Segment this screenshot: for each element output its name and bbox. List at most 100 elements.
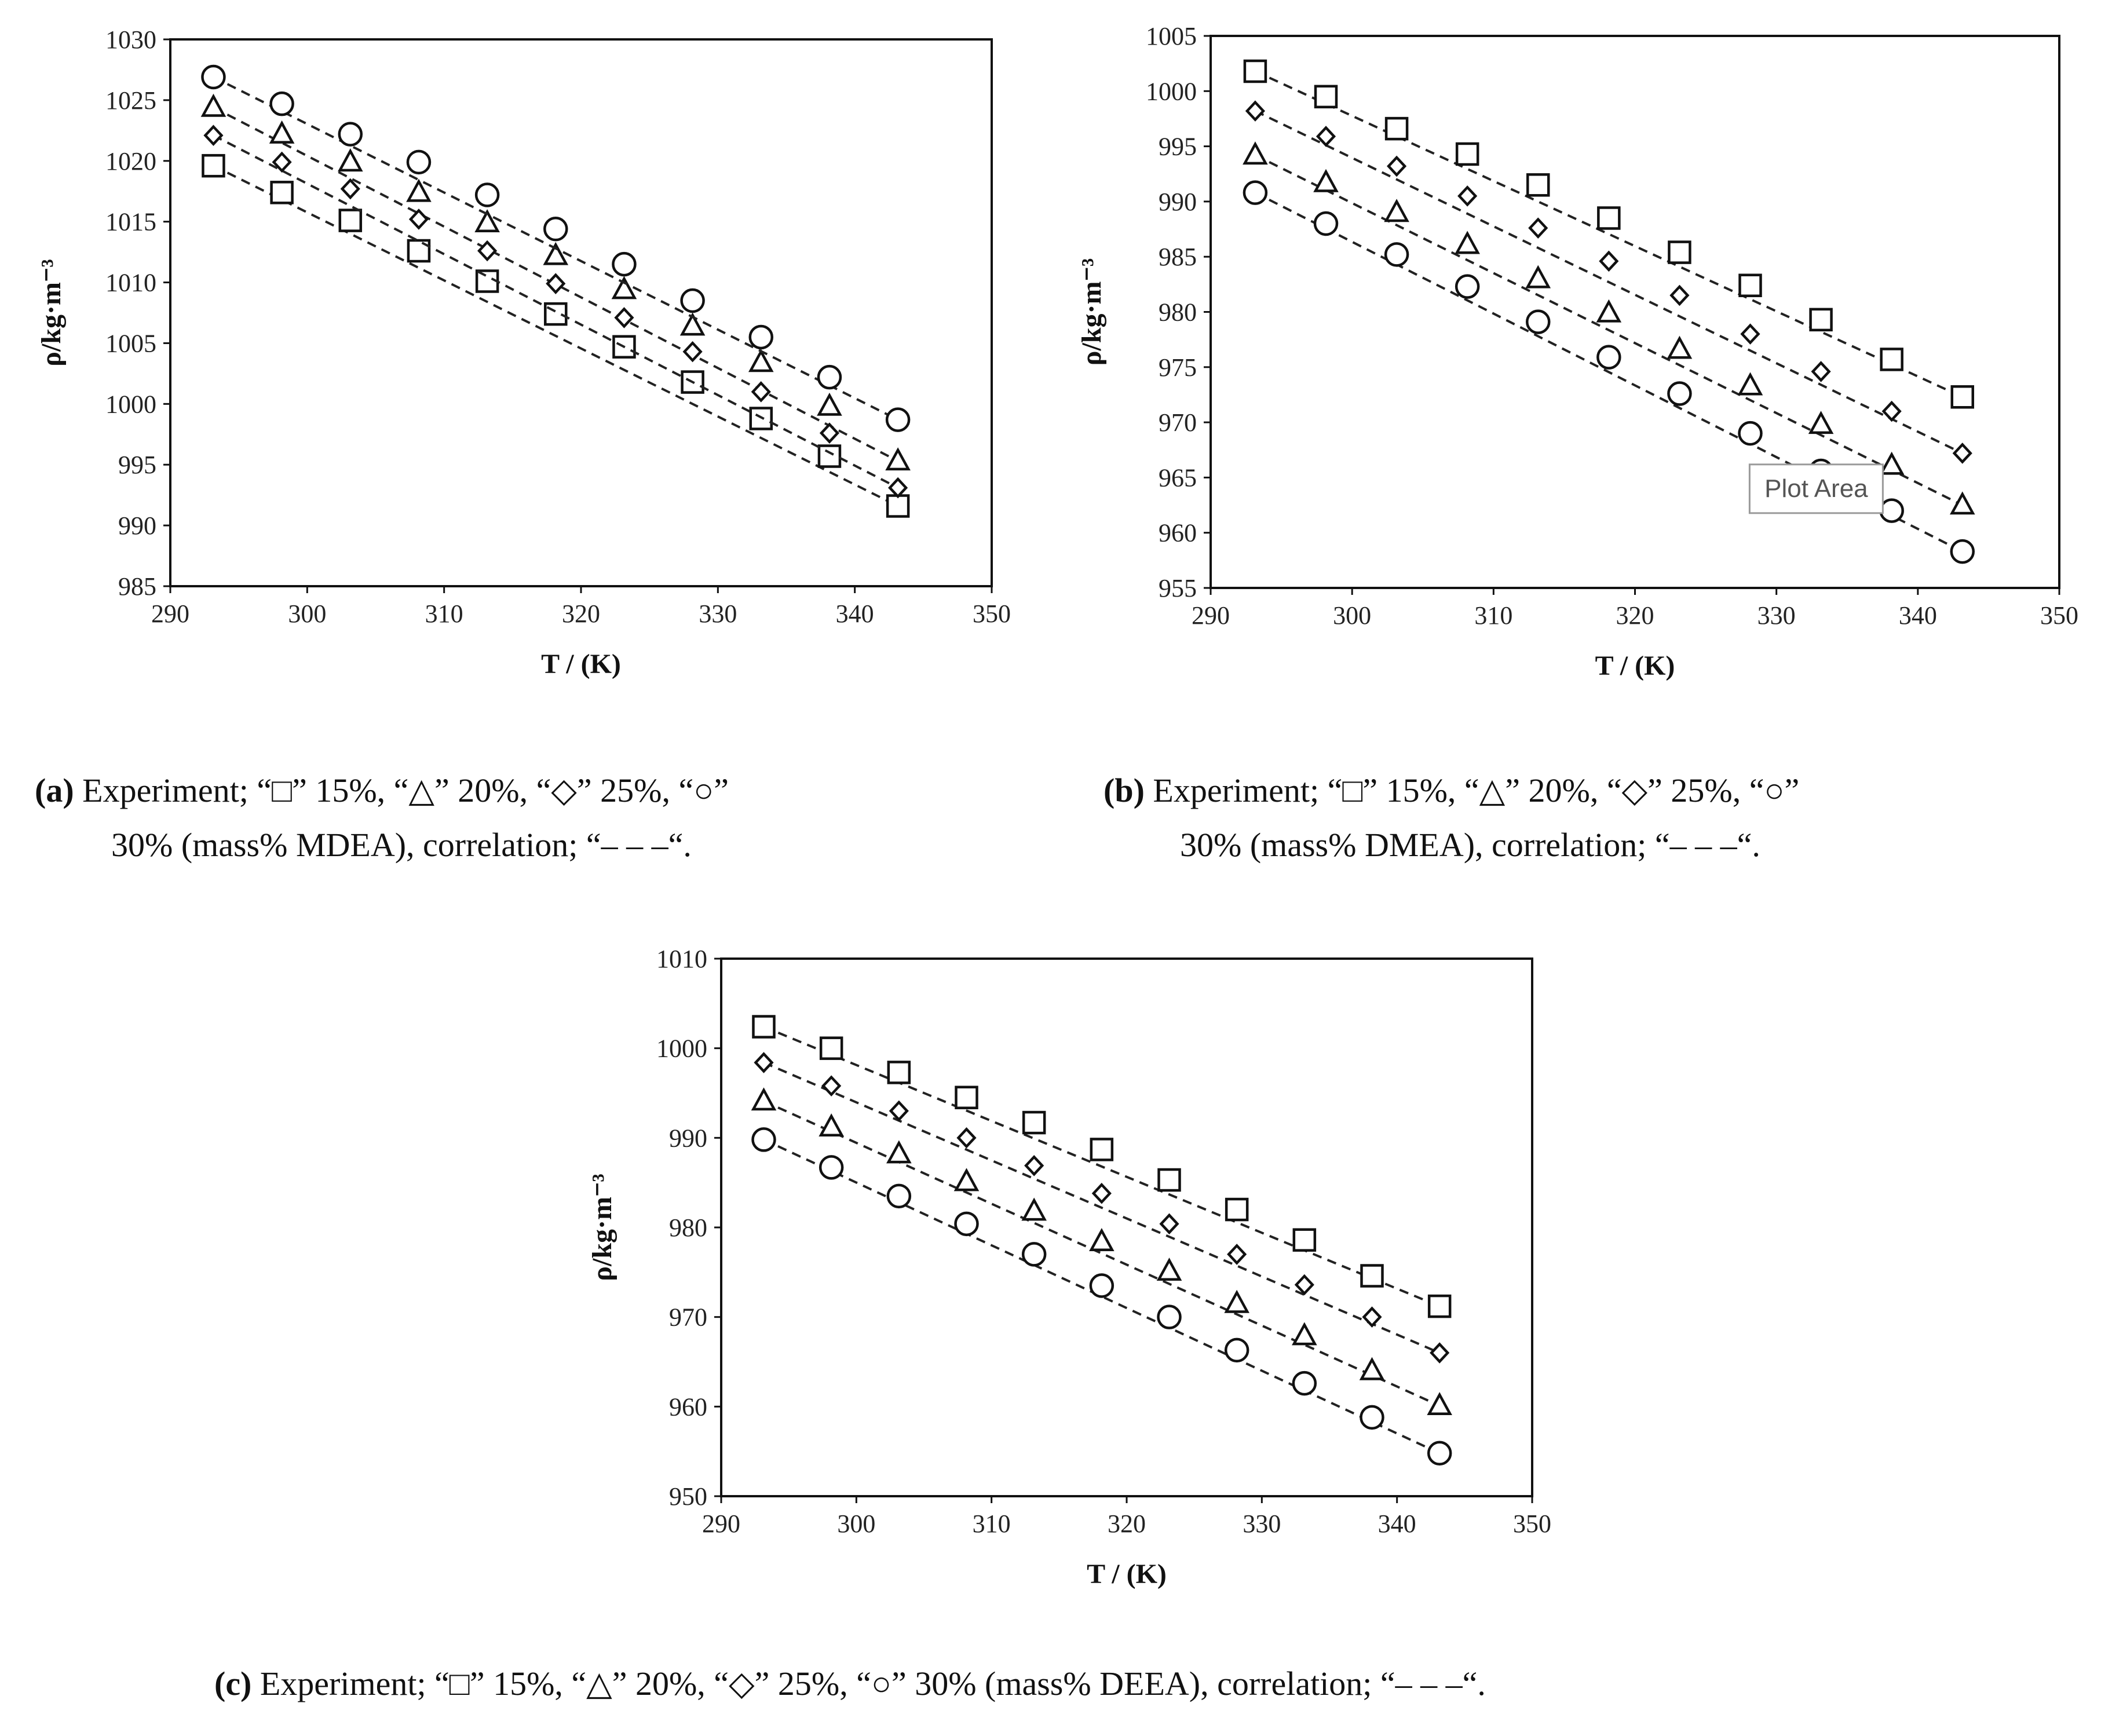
y-tick-label: 1005: [1146, 22, 1197, 50]
data-point-diamond: [1457, 185, 1478, 207]
data-point-triangle: [953, 1168, 980, 1192]
data-point-triangle: [200, 93, 226, 117]
data-point-triangle: [748, 349, 774, 372]
data-point-triangle: [474, 209, 500, 233]
data-point-square: [1738, 273, 1762, 298]
data-point-diamond: [1811, 361, 1831, 382]
data-point-diamond: [272, 151, 292, 173]
x-tick-label: 310: [973, 1510, 1011, 1538]
data-point-diamond: [1294, 1274, 1314, 1296]
correlation-line-20pct: [1255, 154, 1963, 506]
data-point-square: [338, 209, 363, 232]
data-point-circle: [1427, 1441, 1452, 1466]
y-tick-label: 960: [1159, 519, 1197, 547]
data-point-triangle: [1525, 265, 1551, 288]
data-point-triangle: [1156, 1258, 1182, 1281]
data-point-diamond: [1362, 1306, 1382, 1328]
data-point-square: [202, 154, 225, 178]
data-point-diamond: [1740, 323, 1760, 345]
data-point-circle: [954, 1211, 979, 1237]
data-point-circle: [474, 182, 500, 207]
data-point-square: [1360, 1264, 1384, 1288]
x-tick-label: 320: [562, 600, 600, 628]
y-axis-title: ρ/kg·m⁻³: [587, 1174, 617, 1281]
data-point-square: [1455, 142, 1479, 166]
x-tick-label: 300: [288, 600, 326, 628]
data-point-triangle: [1879, 451, 1905, 475]
data-point-triangle: [1808, 411, 1834, 434]
data-point-triangle: [269, 120, 295, 144]
data-point-square: [1950, 385, 1974, 409]
x-tick-label: 330: [1757, 601, 1796, 630]
data-point-circle: [1360, 1405, 1384, 1430]
x-tick-label: 320: [1108, 1510, 1146, 1538]
x-tick-label: 300: [837, 1510, 875, 1538]
data-point-circle: [1313, 211, 1339, 236]
data-point-diamond: [1245, 100, 1265, 122]
y-tick-label: 980: [669, 1214, 707, 1242]
data-point-square: [817, 444, 842, 468]
data-point-circle: [819, 1155, 844, 1180]
data-point-diamond: [1387, 155, 1407, 177]
data-point-triangle: [1949, 491, 1975, 515]
data-point-circle: [1596, 345, 1621, 370]
y-axis-title: ρ/kg·m⁻³: [36, 259, 67, 366]
caption-a: (a) Experiment; “□” 15%, “△” 20%, “◇” 25…: [35, 763, 729, 872]
x-tick-label: 320: [1616, 601, 1654, 630]
data-point-triangle: [1243, 141, 1268, 165]
caption-c-line1: Experiment; “□” 15%, “△” 20%, “◇” 25%, “…: [260, 1665, 1486, 1702]
data-point-diamond: [340, 178, 360, 200]
data-point-triangle: [1384, 199, 1409, 222]
caption-a-tag: (a): [35, 772, 74, 809]
data-point-diamond: [1024, 1154, 1044, 1176]
caption-b-line2: 30% (mass% DMEA), correlation; “‒ ‒ ‒“.: [1180, 826, 1760, 864]
y-tick-label: 960: [669, 1393, 707, 1421]
correlation-line-25pct: [213, 134, 899, 489]
correlation-line-20pct: [763, 1100, 1440, 1407]
chart-a: 290 300 310 320 330 340 350 985 990 995 1000 1005 10…: [36, 25, 1011, 679]
data-point-circle: [269, 91, 294, 116]
caption-c: (c) Experiment; “□” 15%, “△” 20%, “◇” 25…: [214, 1657, 1486, 1711]
caption-c-tag: (c): [214, 1665, 252, 1702]
data-point-circle: [748, 324, 774, 350]
data-point-diamond: [1599, 250, 1619, 272]
data-point-circle: [1455, 274, 1480, 299]
data-point-triangle: [679, 312, 706, 336]
x-axis-title: T / (K): [1595, 650, 1675, 681]
data-point-diamond: [1159, 1213, 1179, 1235]
caption-b: (b) Experiment; “□” 15%, “△” 20%, “◇” 25…: [1104, 763, 1799, 872]
data-point-diamond: [408, 209, 429, 230]
data-point-circle: [543, 217, 568, 242]
x-tick-label: 340: [1899, 601, 1937, 630]
data-point-circle: [1224, 1337, 1249, 1363]
data-point-circle: [1292, 1370, 1317, 1396]
data-point-diamond: [819, 422, 840, 444]
correlation-line-15pct: [763, 1025, 1440, 1307]
x-tick-label: 310: [425, 600, 463, 628]
data-point-triangle: [406, 178, 432, 202]
x-axis-title: T / (K): [1087, 1559, 1167, 1589]
data-point-square: [886, 494, 910, 518]
data-point-triangle: [543, 242, 569, 265]
data-point-triangle: [1427, 1392, 1452, 1416]
correlation-line-20pct: [213, 106, 899, 462]
data-point-circle: [1384, 242, 1409, 267]
data-point-square: [1384, 116, 1409, 141]
data-point-circle: [1950, 539, 1975, 564]
data-point-diamond: [751, 381, 771, 403]
data-point-circle: [1879, 498, 1904, 523]
correlation-line-15pct: [213, 165, 899, 507]
data-point-diamond: [1952, 443, 1972, 464]
y-tick-label: 955: [1159, 574, 1197, 602]
data-point-circle: [1525, 309, 1551, 334]
data-point-triangle: [1737, 372, 1763, 396]
data-point-circle: [1738, 421, 1763, 446]
data-point-diamond: [888, 477, 908, 499]
data-point-triangle: [819, 1113, 844, 1137]
x-tick-label: 350: [1513, 1510, 1551, 1538]
caption-a-line2: 30% (mass% MDEA), correlation; “‒ ‒ ‒“.: [111, 826, 692, 864]
data-point-circle: [886, 1183, 912, 1209]
correlation-line-15pct: [1255, 70, 1963, 399]
y-tick-label: 985: [118, 572, 156, 601]
data-point-diamond: [821, 1075, 842, 1097]
